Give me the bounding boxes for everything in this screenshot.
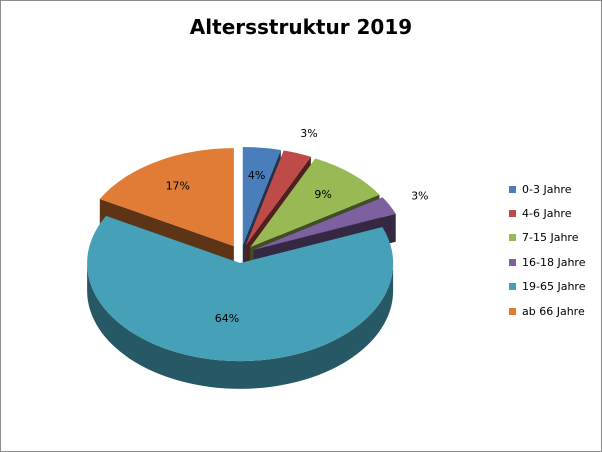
legend: 0-3 Jahre 4-6 Jahre 7-15 Jahre 16-18 Jah… <box>509 177 585 323</box>
legend-item-16-18-jahre: 16-18 Jahre <box>509 250 585 274</box>
legend-label-ab-66-jahre: ab 66 Jahre <box>522 304 585 318</box>
legend-item-4-6-jahre: 4-6 Jahre <box>509 201 585 225</box>
legend-swatch-19-65-jahre <box>509 283 516 291</box>
pie-slice-16-18-jahre <box>253 197 396 250</box>
legend-label-16-18-jahre: 16-18 Jahre <box>522 255 586 269</box>
legend-swatch-0-3-jahre <box>509 185 516 193</box>
legend-label-0-3-jahre: 0-3 Jahre <box>522 182 572 196</box>
legend-label-19-65-jahre: 19-65 Jahre <box>522 280 586 294</box>
data-label-16-18-jahre: 3% <box>411 190 428 203</box>
data-label-4-6-jahre: 3% <box>300 127 317 140</box>
data-label-ab-66-jahre: 17% <box>166 179 190 192</box>
pie-slice-4-6-jahre <box>245 150 311 246</box>
legend-swatch-16-18-jahre <box>509 258 516 266</box>
legend-item-ab-66-jahre: ab 66 Jahre <box>509 299 585 323</box>
chart-title: Altersstruktur 2019 <box>189 15 413 39</box>
pie-slice-7-15-jahre <box>250 158 380 248</box>
data-label-7-15-jahre: 9% <box>314 188 331 201</box>
legend-item-19-65-jahre: 19-65 Jahre <box>509 275 585 299</box>
legend-swatch-ab-66-jahre <box>509 307 516 315</box>
pie-side-19-65-jahre-0 <box>87 263 394 389</box>
legend-swatch-7-15-jahre <box>509 234 516 242</box>
legend-label-7-15-jahre: 7-15 Jahre <box>522 231 579 245</box>
data-label-0-3-jahre: 4% <box>248 169 265 182</box>
legend-item-7-15-jahre: 7-15 Jahre <box>509 226 585 250</box>
data-label-19-65-jahre: 64% <box>215 312 239 325</box>
legend-item-0-3-jahre: 0-3 Jahre <box>509 177 585 201</box>
legend-swatch-4-6-jahre <box>509 210 516 218</box>
legend-label-4-6-jahre: 4-6 Jahre <box>522 207 572 221</box>
pie-slice-19-65-jahre <box>87 215 394 362</box>
pie-slice-0-3-jahre <box>242 146 281 245</box>
pie-slice-ab-66-jahre <box>99 148 234 247</box>
